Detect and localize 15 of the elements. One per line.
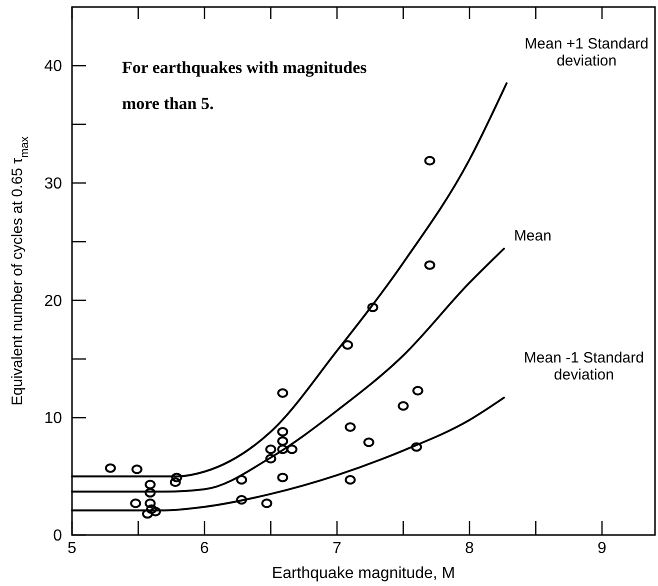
x-tick-label: 6 bbox=[200, 540, 210, 557]
x-tick-label: 8 bbox=[465, 540, 474, 557]
series-label: Mean bbox=[514, 228, 552, 245]
annotation: For earthquakes with magnitudes more than 5. bbox=[122, 58, 368, 113]
series-label: Mean -1 Standard deviation bbox=[524, 350, 644, 384]
x-tick-label: 9 bbox=[598, 540, 607, 557]
y-tick-label: 40 bbox=[44, 58, 62, 76]
y-tick-label: 0 bbox=[53, 528, 62, 544]
y-tick-label: 20 bbox=[44, 292, 62, 310]
y-tick-label: 10 bbox=[44, 410, 62, 428]
x-tick-label: 5 bbox=[68, 540, 77, 557]
x-axis-title: Earthquake magnitude, M bbox=[272, 565, 456, 582]
legend-label: Mean +1 Standard deviation bbox=[524, 35, 649, 70]
y-tick-label: 30 bbox=[44, 176, 62, 192]
x-tick-label: 7 bbox=[332, 540, 342, 557]
